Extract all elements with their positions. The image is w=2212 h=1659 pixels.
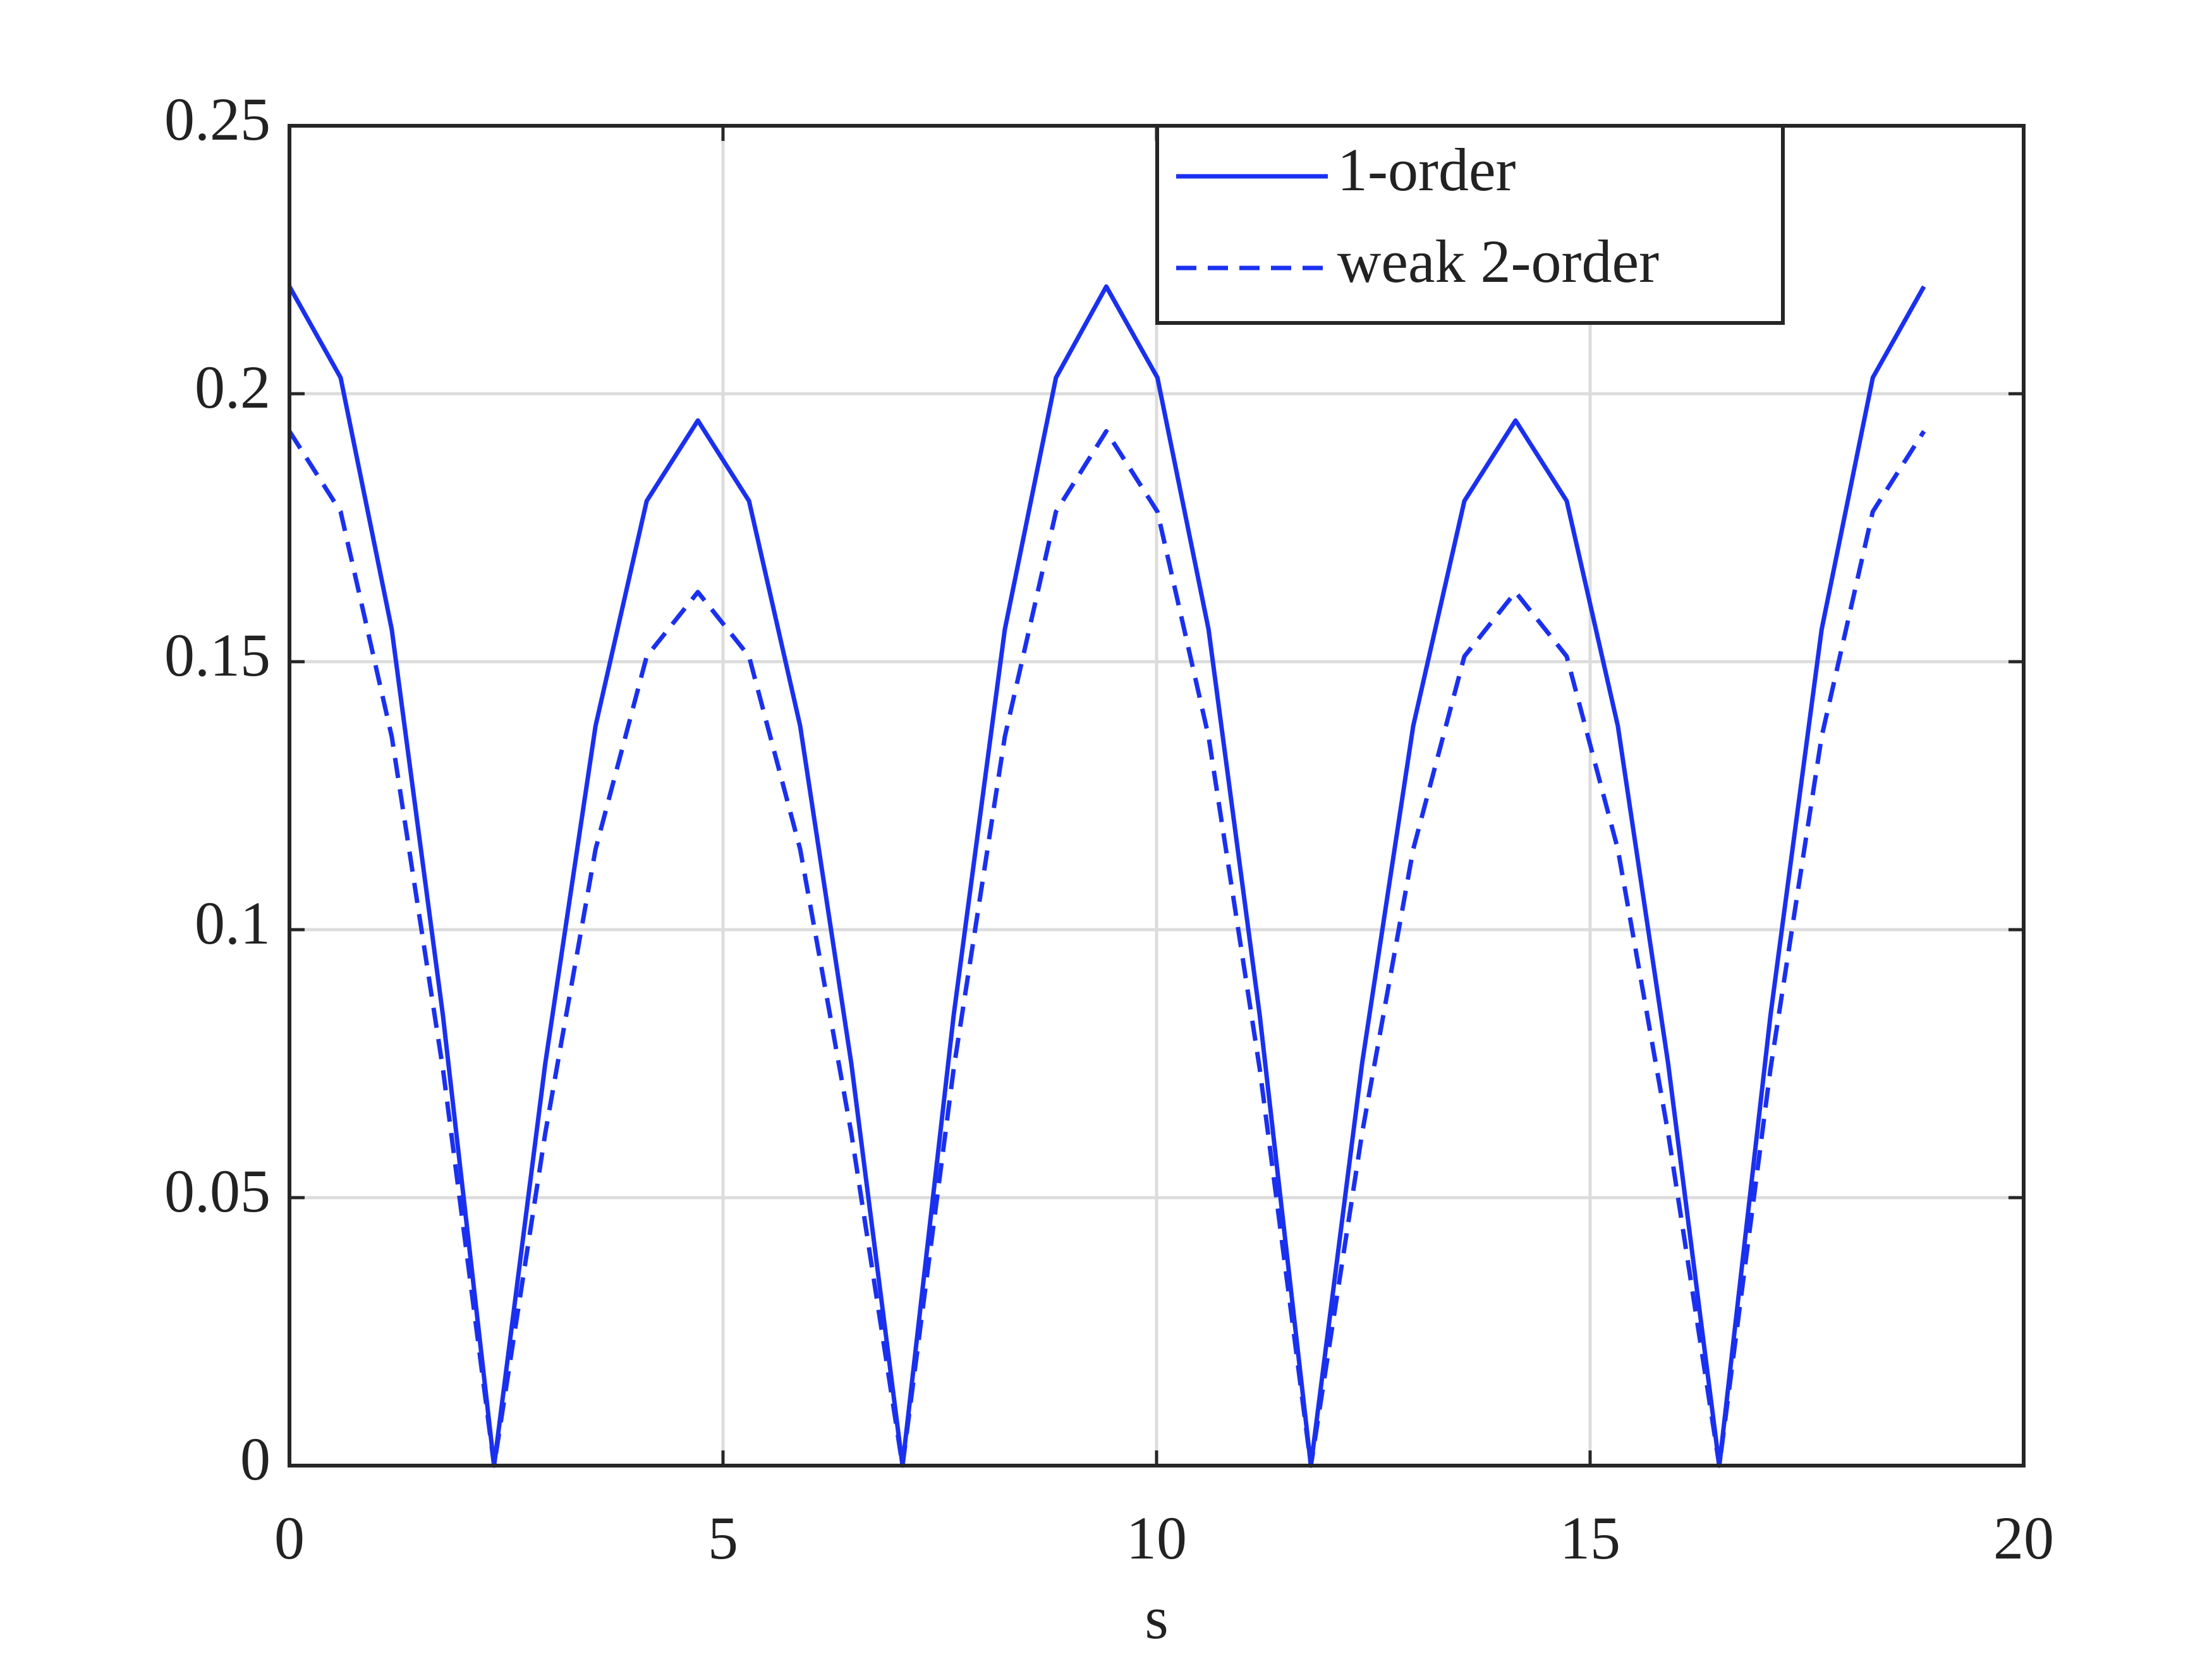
x-tick-label: 5 [708,1504,738,1572]
legend: 1-order weak 2-order [1155,124,1785,325]
y-tick-label: 0 [240,1425,270,1493]
y-tick-label: 0.25 [164,85,270,153]
y-tick-label: 0.05 [164,1157,270,1225]
x-axis-label: s [1145,1584,1168,1651]
y-tick-label: 0.1 [195,889,270,957]
data-line [287,284,1926,1468]
x-tick-label: 20 [1993,1504,2054,1572]
x-tick-label: 0 [274,1504,305,1572]
data-line [288,428,1926,1468]
legend-label: 1-order [1337,136,1516,204]
legend-label: weak 2-order [1337,228,1659,295]
y-tick-label: 0.15 [164,621,270,689]
plot-area [287,284,1926,1468]
x-tick-label: 10 [1126,1504,1187,1572]
x-tick-label: 15 [1560,1504,1620,1572]
y-tick-label: 0.2 [195,353,270,421]
legend-box [1155,124,1785,325]
